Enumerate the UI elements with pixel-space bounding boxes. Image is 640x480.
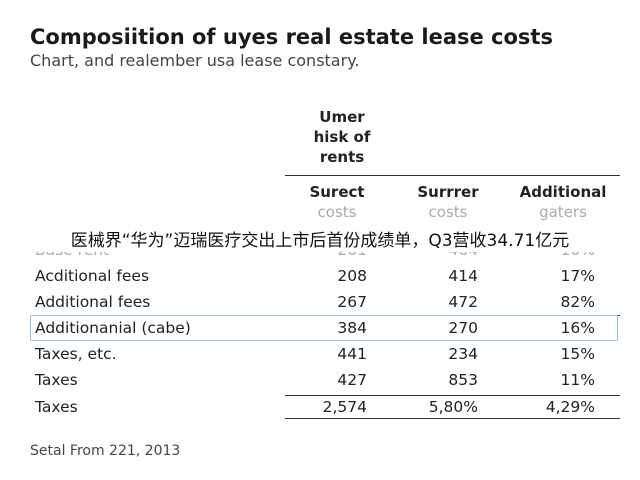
row-label: Additionanial (cabe) [35, 319, 191, 337]
group-header: rents [319, 148, 365, 166]
row-label: Additional fees [35, 293, 151, 311]
cell: 384 [337, 319, 367, 337]
cell: 472 [448, 293, 478, 311]
row-selection [30, 315, 618, 341]
row-label: Taxes [35, 371, 78, 389]
group-header: hisk of [313, 128, 371, 146]
cell: 82% [560, 293, 595, 311]
cell: 441 [337, 345, 367, 363]
column-header: Surect [309, 183, 365, 201]
bottom-rule [285, 418, 620, 419]
column-header: Additional [519, 183, 607, 201]
column-header: costs [317, 203, 357, 221]
cell: 270 [448, 319, 478, 337]
subtitle: Chart, and realember usa lease constary. [30, 51, 360, 70]
cell: 414 [448, 267, 478, 285]
cell: 15% [560, 345, 595, 363]
header-rule [285, 175, 620, 176]
cell: 5,80% [428, 398, 478, 416]
row-label: Taxes, etc. [35, 345, 117, 363]
cell: 2,574 [322, 398, 367, 416]
cell: 853 [448, 371, 478, 389]
group-header: Umer [319, 108, 365, 126]
column-header: Surrrer [417, 183, 479, 201]
banner: 医械界“华为”迈瑞医疗交出上市后首份成绩单，Q3营收34.71亿元 [0, 231, 640, 252]
cell: 267 [337, 293, 367, 311]
cell: 427 [337, 371, 367, 389]
cell: 4,29% [545, 398, 595, 416]
cell: 208 [337, 267, 367, 285]
row-label: Acditional fees [35, 267, 150, 285]
cell: 16% [560, 319, 595, 337]
column-header: gaters [539, 203, 587, 221]
row-label: Taxes [35, 398, 78, 416]
footer: Setal From 221, 2013 [30, 443, 181, 459]
cell: 234 [448, 345, 478, 363]
cell: 17% [560, 267, 595, 285]
title: Composiition of uyes real estate lease c… [30, 25, 553, 49]
cell: 11% [560, 371, 595, 389]
column-header: costs [428, 203, 468, 221]
total-rule [285, 395, 620, 396]
